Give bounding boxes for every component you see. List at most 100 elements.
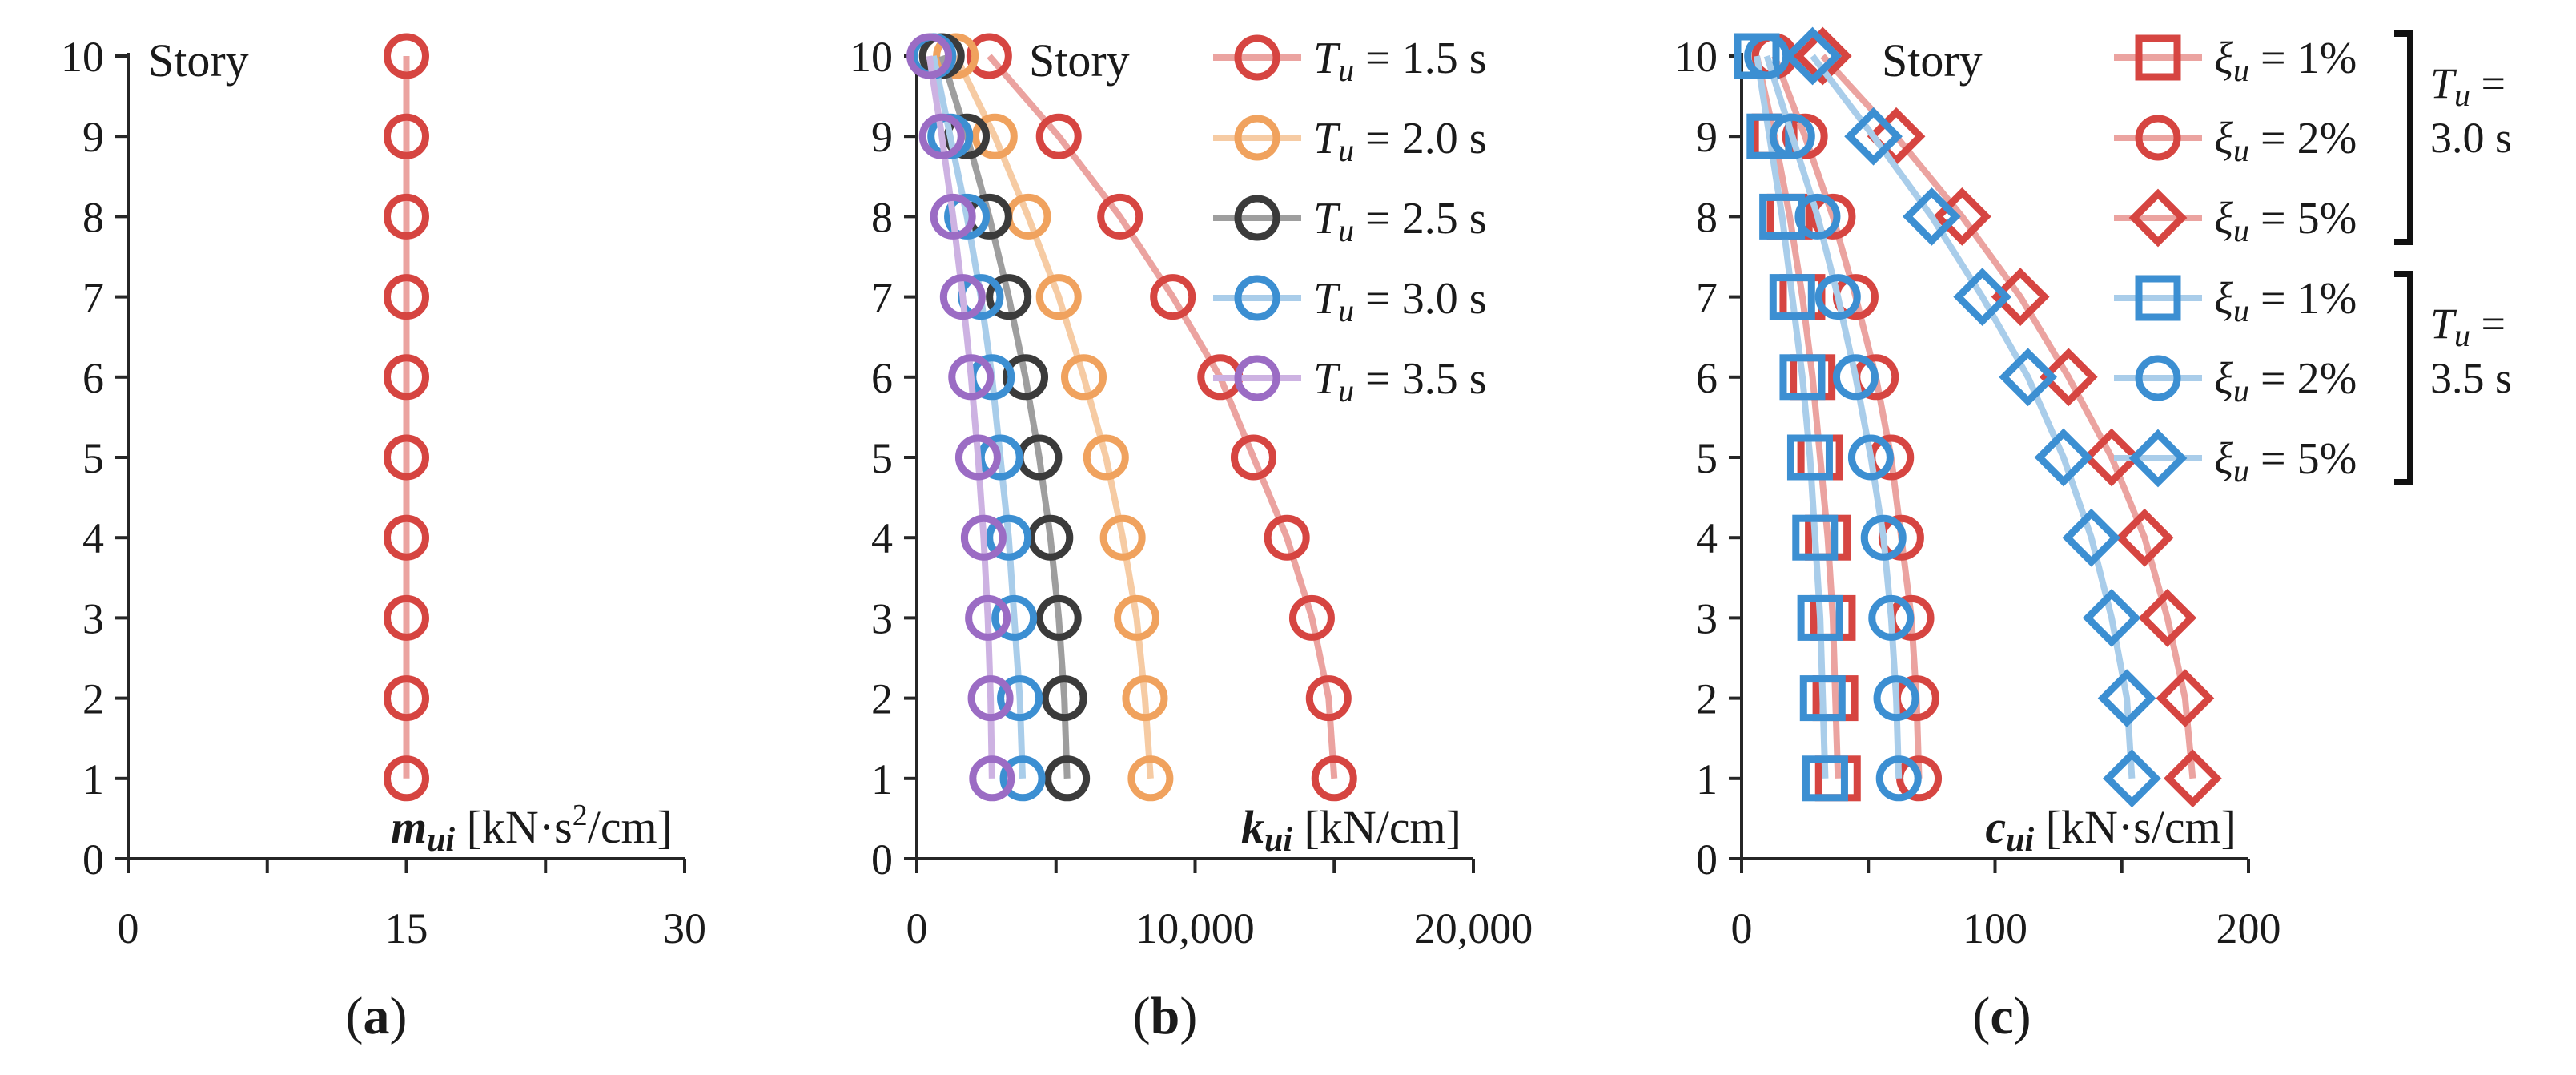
data-point [1083,434,1129,481]
data-point [1799,675,1846,722]
data-point [1794,193,1841,240]
y-tick-label: 3 [871,594,893,642]
series-line [987,54,1338,779]
data-point [2082,589,2141,647]
data-point [1847,434,1894,481]
panel-caption: (c) [1972,987,2031,1045]
y-axis-title: Story [1029,34,1130,87]
legend-swatch-marker [2135,275,2181,321]
data-point [969,755,1015,802]
legend-label: ξu = 1% [2214,34,2357,88]
data-point [384,434,429,481]
data-point [967,675,1014,722]
data-point [1903,187,1961,246]
panel-b: 0 1 2 3 4 5 6 7 8 9 10 0 10,000 20,000 Story kui [kN/cm… [850,33,1533,1045]
y-tick-label: 3 [82,594,104,642]
data-point [384,33,429,79]
data-point [2138,589,2197,647]
legend-group-value: 3.0 s [2430,114,2512,162]
series-5 [1744,33,1922,802]
y-tick-label: 6 [82,354,104,402]
y-tick-label: 3 [1696,594,1718,642]
x-tick-label: 200 [2216,904,2281,952]
x-axis-title: kui [kN/cm] [1241,801,1461,859]
series-line [1810,54,2136,779]
data-point [971,113,1018,159]
data-point [2103,749,2161,808]
data-point [2115,508,2174,567]
series-4 [1734,33,1848,802]
legend-swatch-marker [1234,355,1280,401]
legend-label: Tu = 2.5 s [1313,194,1487,248]
y-tick-label: 0 [82,835,104,884]
data-point [2156,669,2215,727]
y-tick-label: 1 [1696,755,1718,803]
legend-swatch-marker [1234,275,1280,321]
legend-group-value: 3.5 s [2430,354,2512,402]
data-point [918,113,965,159]
y-tick-label: 9 [82,113,104,161]
series-2 [933,33,1174,802]
data-point [939,274,986,320]
data-point [1769,113,1815,159]
legend-label: Tu = 3.5 s [1313,354,1487,409]
data-point [1810,193,1856,240]
x-tick-label: 10,000 [1135,904,1255,952]
y-tick-label: 2 [871,675,893,723]
data-point [965,594,1011,641]
legend: Tu = 1.5 s Tu = 2.0 s Tu = 2.5 s Tu = 3.0 s… [1213,34,1487,409]
legend-group-label: Tu = [2430,300,2506,353]
legend-swatch-marker [1234,115,1280,161]
x-tick-label: 0 [1731,904,1753,952]
legend-label: ξu = 5% [2214,434,2357,489]
data-point [2039,348,2098,407]
data-point [1003,354,1049,401]
y-tick-label: 10 [850,33,893,81]
data-point [1875,755,1922,802]
data-point [2062,508,2121,567]
y-tick-label: 9 [1696,113,1718,161]
data-point [1802,755,1848,802]
x-axis-title: cui [kN·s/cm] [1985,801,2236,859]
data-point [1991,268,2050,326]
legend-swatch-marker [2135,34,2181,81]
legend-swatch-marker [1234,195,1280,241]
data-point [1873,675,1919,722]
legend-label: ξu = 1% [2214,274,2357,328]
legend-label: Tu = 1.5 s [1313,34,1487,88]
x-tick-label: 0 [906,904,928,952]
data-point [1793,26,1852,86]
data-point [986,514,1032,561]
panel-caption: (a) [346,987,408,1045]
y-tick-label: 7 [82,274,104,322]
data-point [1792,514,1839,561]
series-4 [910,33,1046,802]
data-point [1769,274,1815,320]
legend-swatch-marker [2128,429,2188,488]
x-tick-label: 0 [118,904,139,952]
series-line [953,54,1154,779]
y-tick-label: 5 [1696,434,1718,482]
data-point [954,434,1001,481]
series-line [938,54,1071,779]
data-point [1035,274,1082,320]
series-1 [966,33,1357,802]
series-line [930,55,1027,779]
legend-swatch-marker [1234,34,1280,81]
data-point [1814,274,1861,320]
data-point [1035,594,1082,641]
data-point [1061,354,1107,401]
data-point [1746,113,1793,159]
data-point [384,755,429,802]
data-point [1783,26,1842,86]
data-point [986,274,1032,320]
series-line [1763,54,1903,779]
series-line [926,55,995,779]
data-point [1779,354,1826,401]
data-point [1953,268,2012,326]
series-1 [384,33,429,802]
y-tick-label: 0 [1696,835,1718,884]
series-line [1771,54,1923,779]
